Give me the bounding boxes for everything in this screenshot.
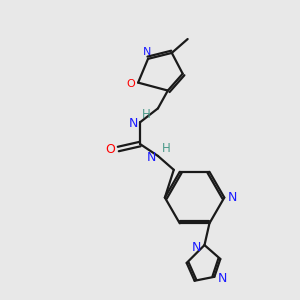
Text: N: N — [227, 191, 237, 204]
Text: O: O — [105, 142, 115, 155]
Text: N: N — [143, 47, 151, 57]
Text: N: N — [218, 272, 227, 285]
Text: O: O — [127, 79, 136, 88]
Text: H: H — [161, 142, 170, 154]
Text: H: H — [142, 108, 150, 121]
Text: N: N — [192, 241, 201, 254]
Text: N: N — [128, 117, 138, 130]
Text: N: N — [146, 152, 156, 164]
